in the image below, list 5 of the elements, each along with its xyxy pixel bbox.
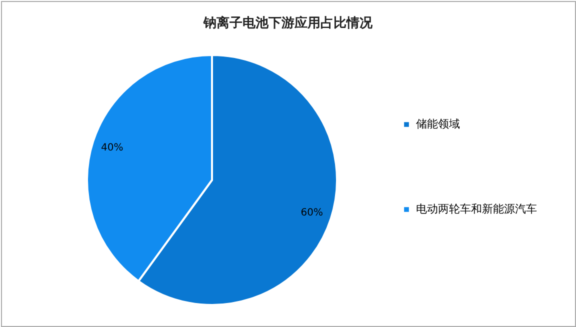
- data-label: 60%: [300, 207, 323, 218]
- legend-label: 电动两轮车和新能源汽车: [416, 202, 537, 216]
- data-label: 40%: [101, 142, 124, 154]
- chart-title: 钠离子电池下游应用占比情况: [202, 15, 374, 31]
- legend-label: 储能领域: [416, 118, 460, 130]
